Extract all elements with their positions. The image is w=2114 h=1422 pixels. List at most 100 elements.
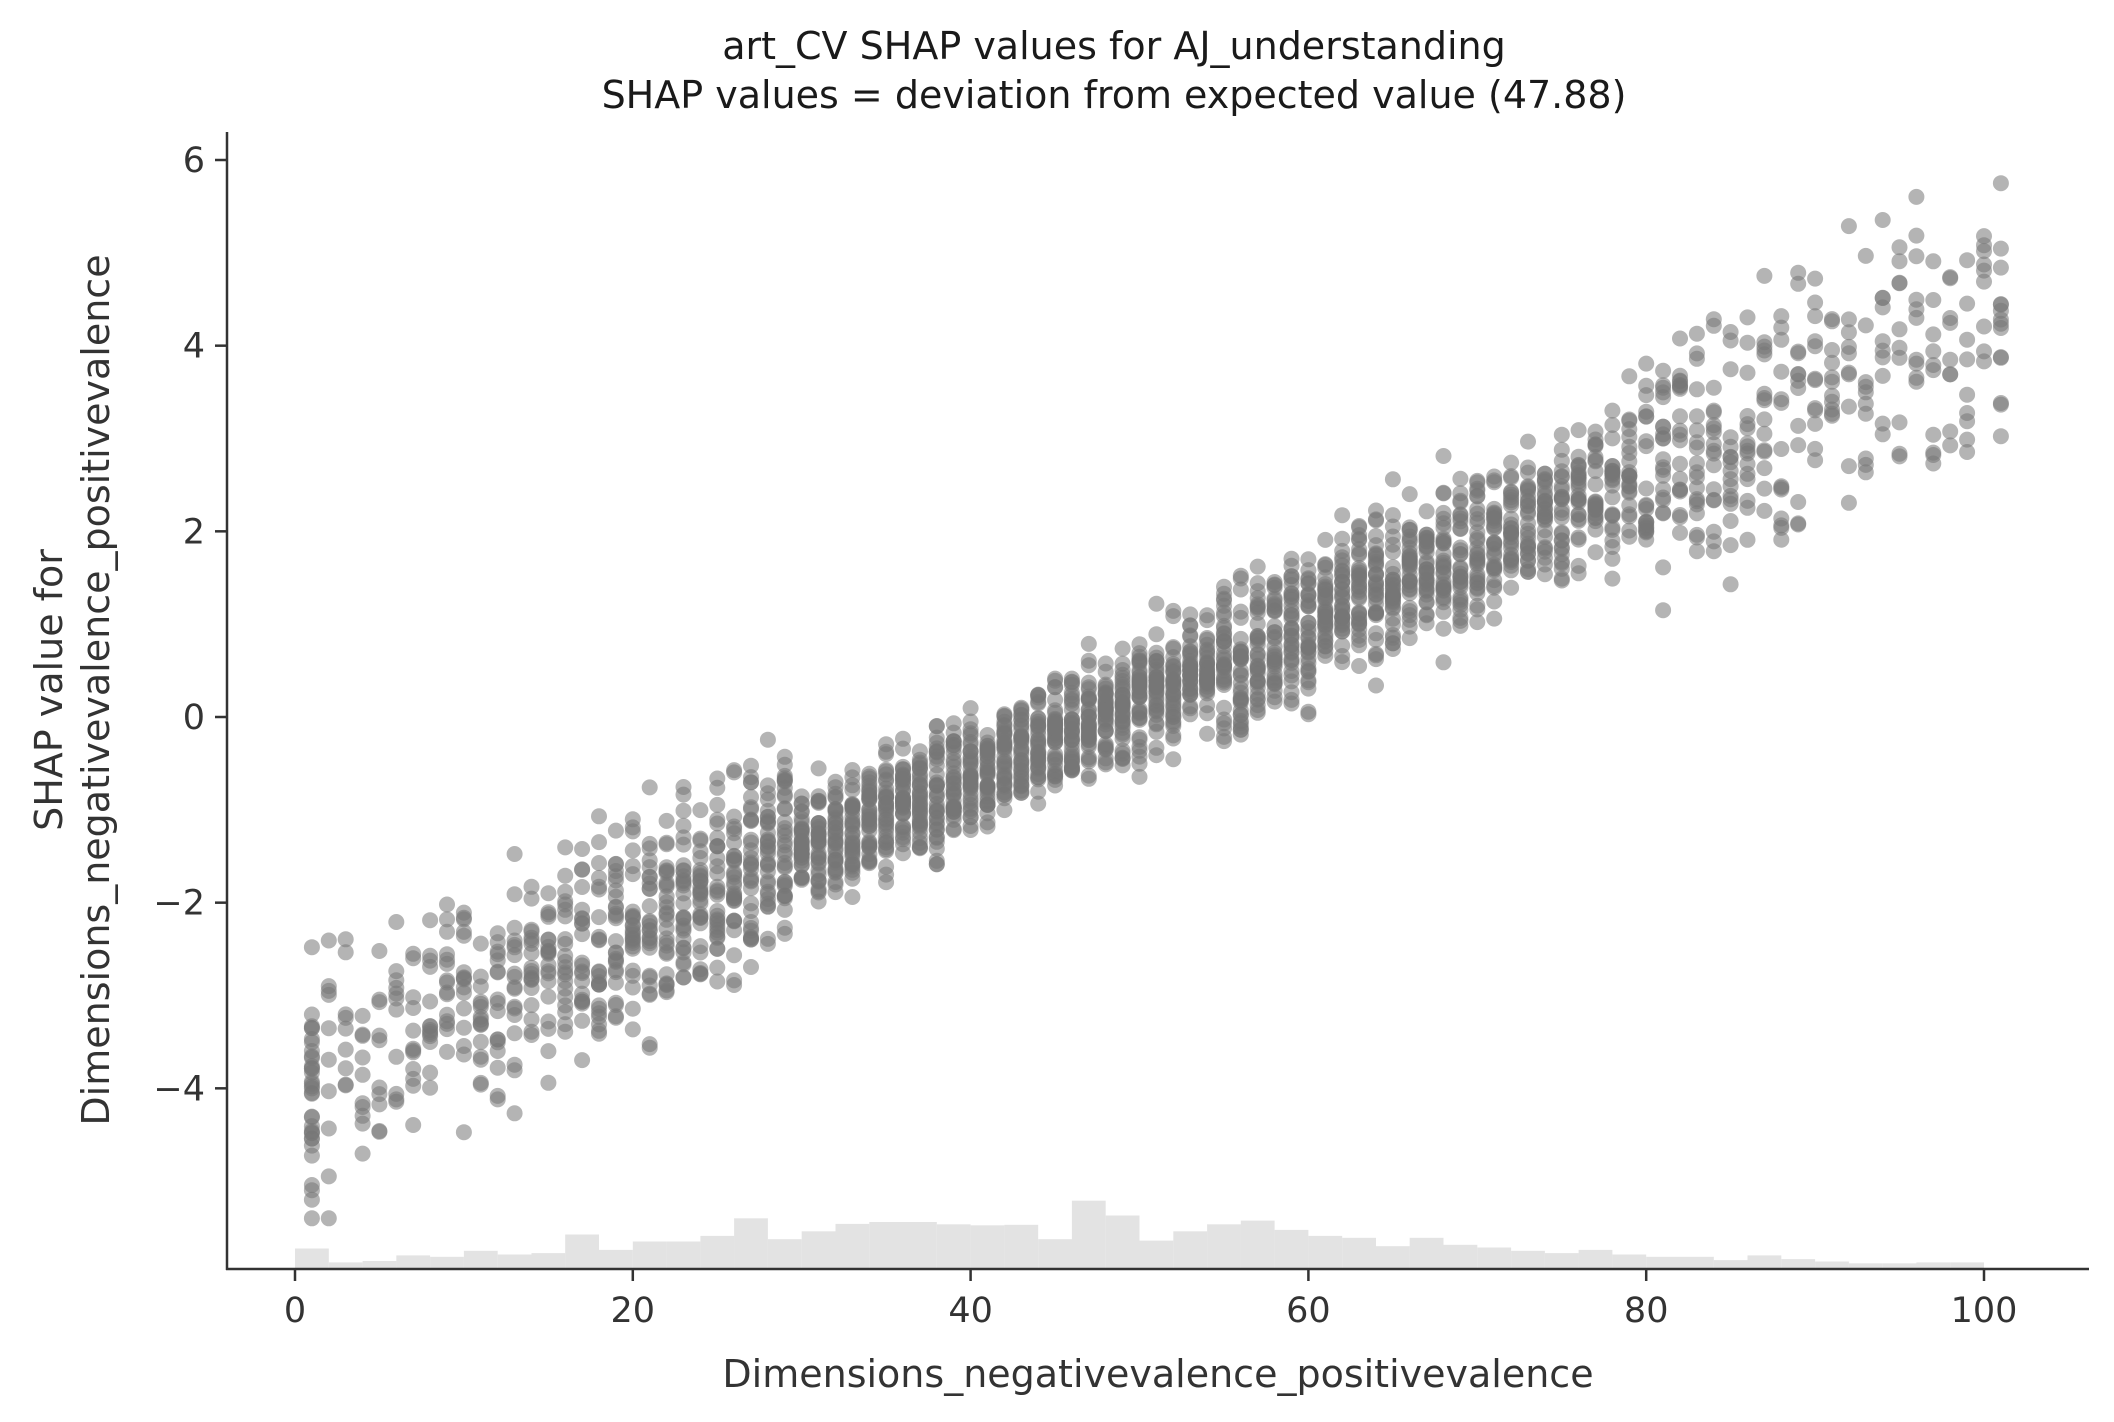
- scatter-point: [1807, 440, 1824, 457]
- scatter-point: [759, 898, 776, 915]
- scatter-point: [1452, 520, 1469, 537]
- scatter-point: [1942, 423, 1959, 440]
- scatter-point: [1807, 294, 1824, 311]
- histogram-bar: [1882, 1263, 1917, 1269]
- scatter-point: [472, 935, 489, 952]
- scatter-point: [1891, 274, 1908, 291]
- scatter-point: [607, 905, 624, 922]
- scatter-point: [861, 807, 878, 824]
- scatter-point: [303, 1020, 320, 1037]
- scatter-point: [658, 834, 675, 851]
- scatter-point: [1097, 723, 1114, 740]
- scatter-point: [303, 1130, 320, 1147]
- scatter-point: [1587, 544, 1604, 561]
- scatter-point: [1486, 504, 1503, 521]
- scatter-point: [472, 1033, 489, 1050]
- scatter-point: [1283, 550, 1300, 567]
- scatter-point: [303, 1080, 320, 1097]
- scatter-point: [1131, 768, 1148, 785]
- scatter-point: [861, 787, 878, 804]
- scatter-point: [1216, 672, 1232, 689]
- histogram-bar: [1342, 1237, 1376, 1269]
- scatter-point: [303, 1108, 320, 1125]
- scatter-point: [759, 824, 776, 841]
- scatter-point: [1553, 468, 1570, 485]
- scatter-point: [692, 944, 709, 961]
- scatter-point: [844, 781, 861, 798]
- scatter-point: [1165, 640, 1182, 657]
- scatter-point: [1604, 417, 1621, 433]
- histogram-bar: [531, 1253, 566, 1269]
- scatter-point: [1401, 554, 1418, 571]
- scatter-point: [506, 1105, 523, 1122]
- scatter-point: [743, 959, 759, 975]
- scatter-point: [692, 966, 709, 983]
- scatter-point: [1486, 468, 1503, 485]
- histogram-bar: [1646, 1256, 1680, 1269]
- scatter-point: [709, 865, 726, 882]
- scatter-point: [1891, 321, 1908, 338]
- scatter-point: [895, 730, 911, 747]
- scatter-point: [1148, 700, 1165, 717]
- scatter-point: [1520, 493, 1536, 509]
- scatter-point: [1418, 565, 1435, 582]
- scatter-point: [1891, 239, 1908, 256]
- scatter-point: [895, 829, 911, 846]
- scatter-point: [962, 790, 979, 807]
- scatter-point: [1976, 353, 1992, 370]
- scatter-point: [1097, 741, 1114, 758]
- scatter-point: [1722, 537, 1739, 554]
- scatter-point: [489, 964, 506, 981]
- scatter-point: [320, 1168, 337, 1185]
- scatter-point: [1097, 702, 1114, 719]
- histogram-bar: [936, 1224, 971, 1269]
- scatter-point: [557, 973, 574, 990]
- scatter-point: [1401, 618, 1418, 635]
- scatter-point: [1705, 417, 1722, 434]
- scatter-point: [574, 1012, 591, 1029]
- scatter-point: [1030, 783, 1047, 800]
- scatter-point: [793, 821, 810, 838]
- scatter-point: [1672, 330, 1688, 347]
- scatter-point: [1503, 526, 1520, 543]
- scatter-point: [1925, 343, 1942, 360]
- scatter-point: [472, 1076, 489, 1093]
- scatter-point: [1672, 524, 1688, 541]
- scatter-point: [1807, 333, 1824, 350]
- scatter-point: [1824, 342, 1840, 358]
- scatter-point: [1283, 577, 1300, 593]
- scatter-point: [709, 850, 726, 867]
- scatter-point: [1334, 530, 1351, 547]
- scatter-point: [1824, 369, 1840, 386]
- scatter-point: [1840, 398, 1857, 415]
- scatter-point: [489, 943, 506, 960]
- scatter-point: [1976, 243, 1992, 260]
- y-tick-label: 6: [183, 141, 205, 181]
- scatter-point: [726, 834, 743, 851]
- histogram-bar: [970, 1225, 1005, 1269]
- scatter-point: [1925, 326, 1942, 343]
- scatter-point: [1384, 627, 1401, 643]
- histogram-bar: [632, 1241, 667, 1269]
- scatter-point: [759, 883, 776, 900]
- scatter-point: [1418, 615, 1435, 632]
- scatter-point: [709, 973, 726, 990]
- scatter-point: [405, 989, 422, 1006]
- scatter-point: [658, 905, 675, 921]
- histogram-bar: [1815, 1261, 1849, 1269]
- scatter-point: [1435, 654, 1452, 671]
- y-tick-label: 0: [183, 698, 205, 738]
- scatter-point: [1384, 471, 1401, 488]
- scatter-point: [675, 895, 692, 912]
- scatter-point: [675, 857, 692, 874]
- scatter-point: [1722, 513, 1739, 529]
- scatter-point: [759, 731, 776, 748]
- scatter-point: [1013, 730, 1030, 747]
- scatter-point: [439, 1043, 455, 1060]
- scatter-point: [1368, 645, 1384, 662]
- scatter-point: [878, 828, 895, 845]
- scatter-point: [1249, 697, 1266, 714]
- scatter-point: [1148, 747, 1165, 764]
- scatter-point: [489, 1059, 506, 1076]
- scatter-point: [658, 982, 675, 999]
